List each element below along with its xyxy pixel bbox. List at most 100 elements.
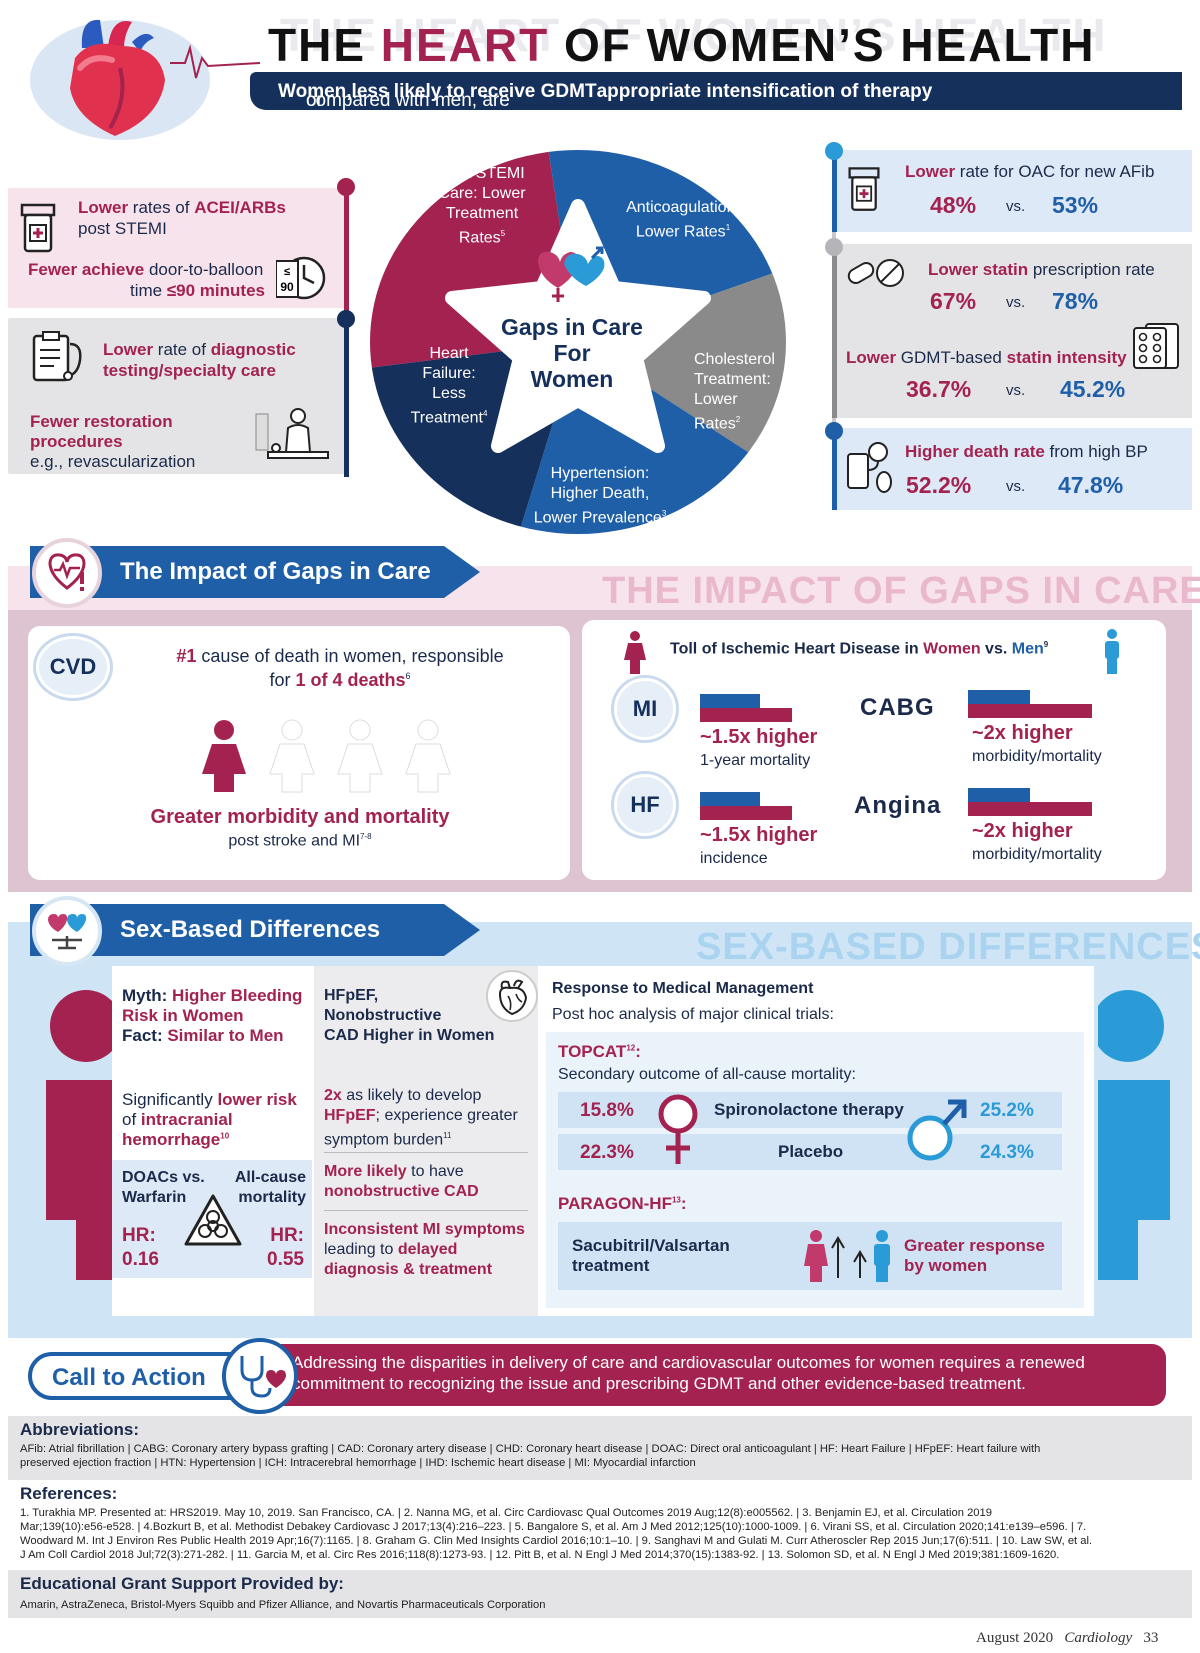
left-box-diagnostic-dot: [337, 310, 355, 328]
wheel-seg-hypertension: Hypertension: Higher Death, Lower Prevalen…: [533, 465, 667, 527]
cabg-value: ~2x higher: [972, 722, 1073, 744]
more-likely-text: More likely to have nonobstructive CAD: [324, 1163, 479, 1200]
hfpef-column: [314, 966, 538, 1316]
hf-bar-men: [700, 792, 760, 806]
myth-line1: Myth: Higher Bleeding: [122, 986, 303, 1005]
greater-response: Greater response by women: [904, 1236, 1045, 1275]
left-box-acei-rule: [344, 185, 349, 311]
women-figures-row: [200, 718, 460, 794]
cvd-badge: CVD: [36, 636, 110, 698]
biohazard-icon: [182, 1192, 244, 1248]
large-woman-figure: [26, 990, 122, 1280]
anatomical-heart-icon: [486, 970, 538, 1022]
hr1: HR: 0.16: [122, 1225, 159, 1270]
diagnostic-line2: testing/specialty care: [103, 361, 276, 380]
topcat-women-spiro: 15.8%: [580, 1100, 634, 1121]
paragon-label: PARAGON-HF13:: [558, 1194, 687, 1213]
right-box-oac-dot: [825, 142, 843, 160]
page-title: THE HEART OF WOMEN’S HEALTH: [268, 19, 1096, 71]
gaps-wheel: [370, 150, 786, 534]
refs-line3: Woodward M. Int J Environ Res Public Hea…: [20, 1535, 1093, 1547]
bp-vs: vs.: [1006, 478, 1026, 495]
response-arrows-icon: [804, 1228, 894, 1284]
impact-pill: The Impact of Gaps in Care: [30, 546, 480, 598]
bp-women-value: 52.2%: [906, 472, 972, 498]
male-symbol-icon: [904, 1092, 968, 1166]
grant-text: Amarin, AstraZeneca, Bristol-Myers Squib…: [20, 1599, 546, 1611]
mi-sub: 1-year mortality: [700, 752, 811, 769]
refs-line4: J Am Coll Cardiol 2018 Jul;72(3):271-282…: [20, 1549, 1060, 1561]
wheel-seg-cholesterol: Cholesterol Treatment: Lower Rates2: [694, 351, 775, 433]
statin-women-value: 67%: [930, 288, 977, 314]
topcat-men-placebo: 24.3%: [980, 1142, 1034, 1163]
women-figures-band: [28, 760, 570, 761]
statin-men-value: 78%: [1052, 288, 1099, 314]
large-man-figure: [1092, 990, 1190, 1280]
angina-label: Angina: [854, 792, 942, 819]
sex-ghost-title: SEX-BASED DIFFERENCES: [696, 926, 1200, 968]
hf-badge: HF: [614, 774, 676, 836]
sex-pill: Sex-Based Differences: [30, 904, 480, 956]
angina-bar-men: [968, 788, 1030, 802]
topcat-women-placebo: 22.3%: [580, 1142, 634, 1163]
right-box-statin-rule: [832, 244, 837, 418]
spiro-label: Spironolactone therapy: [714, 1100, 904, 1119]
header-title-shadow: THE HEART OF WOMEN’S HEALTH: [280, 9, 1108, 61]
topcat-row-spiro: [558, 1092, 1062, 1128]
female-symbol-icon: [656, 1092, 700, 1166]
right-box-bp-rule: [832, 428, 837, 510]
risk-line1: Significantly lower risk: [122, 1090, 297, 1109]
hr2: HR: 0.55: [267, 1225, 304, 1270]
restoration-line2: procedures: [30, 432, 123, 451]
statin-vs: vs.: [1006, 294, 1026, 311]
acei-line1: Lower rates of ACEI/ARBs: [78, 198, 286, 217]
cabg-bar-women: [968, 704, 1092, 718]
topcat-row-placebo: [558, 1134, 1062, 1170]
intensity-vs: vs.: [1006, 382, 1026, 399]
cabg-bar-men: [968, 690, 1030, 704]
blister-pack-icon: [1132, 322, 1182, 370]
cvd-line2: for 1 of 4 deaths6: [269, 670, 411, 690]
page-footer: August 2020 Cardiology 33: [976, 1630, 1159, 1646]
risk-line2: of intracranial: [122, 1110, 233, 1129]
hf-value: ~1.5x higher: [700, 824, 818, 846]
svg-text:≤: ≤: [284, 266, 290, 278]
patient-bed-icon: [254, 406, 332, 466]
intensity-men-value: 45.2%: [1060, 376, 1126, 402]
bp-label: Higher death rate from high BP: [905, 442, 1148, 461]
pill-bottle-icon: [846, 166, 882, 214]
gender-hearts-icon: [530, 244, 606, 308]
man-figure-icon: [1102, 628, 1122, 674]
refs-line2: Mar;139(10):e56-e528. | 4.Bozkurt B, et …: [20, 1521, 1087, 1533]
refs-line1: 1. Turakhia MP. Presented at: HRS2019. M…: [20, 1507, 992, 1519]
x2-text: 2x as likely to develop HFpEF; experienc…: [324, 1087, 518, 1149]
pill-bottle-icon: [18, 203, 58, 255]
diagnostic-line1: Lower rate of diagnostic: [103, 340, 296, 359]
mi-value: ~1.5x higher: [700, 726, 818, 748]
svg-text:90: 90: [280, 280, 294, 294]
oac-label: Lower rate for OAC for new AFib: [905, 162, 1155, 181]
cabg-sub: morbidity/mortality: [972, 748, 1102, 765]
cabg-label: CABG: [860, 694, 935, 721]
morbidity-title: Greater morbidity and mortality: [150, 806, 450, 828]
mi-badge: MI: [614, 678, 676, 740]
left-box-diagnostic-rule: [344, 315, 349, 477]
oac-vs: vs.: [1006, 198, 1026, 215]
wheel-center-title: Gaps in Care For Women: [501, 314, 643, 392]
abbr-box: [8, 1416, 1192, 1480]
grant-title: Educational Grant Support Provided by:: [20, 1574, 344, 1593]
topcat-men-spiro: 25.2%: [980, 1100, 1034, 1121]
morbidity-sub: post stroke and MI7-8: [228, 832, 372, 850]
oac-women-value: 48%: [930, 192, 977, 218]
scale-hearts-icon: [32, 896, 102, 966]
abbr-line1: AFib: Atrial fibrillation | CABG: Corona…: [20, 1443, 1041, 1455]
abbr-title: Abbreviations:: [20, 1420, 140, 1439]
topcat-sub: Secondary outcome of all-cause mortality…: [558, 1066, 856, 1083]
statin-label: Lower statin prescription rate: [928, 260, 1155, 279]
right-box-statin-dot: [825, 238, 843, 256]
mi-bar-men: [700, 694, 760, 708]
doac-label: DOACs vs. Warfarin: [122, 1169, 205, 1206]
intensity-label: Lower GDMT-based statin intensity: [846, 348, 1127, 367]
topcat-label: TOPCAT12:: [558, 1042, 641, 1061]
placebo-label: Placebo: [778, 1142, 844, 1161]
